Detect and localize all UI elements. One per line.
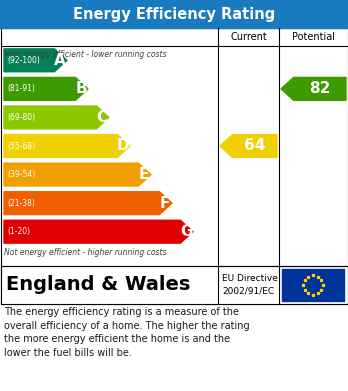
Text: Energy Efficiency Rating: Energy Efficiency Rating — [73, 7, 275, 22]
Text: C: C — [96, 110, 108, 125]
Text: Not energy efficient - higher running costs: Not energy efficient - higher running co… — [4, 248, 166, 257]
Text: 64: 64 — [244, 138, 266, 154]
Text: (81-91): (81-91) — [7, 84, 35, 93]
Text: (69-80): (69-80) — [7, 113, 35, 122]
Polygon shape — [4, 77, 88, 100]
Polygon shape — [4, 220, 193, 243]
Polygon shape — [281, 77, 346, 100]
Text: Very energy efficient - lower running costs: Very energy efficient - lower running co… — [4, 50, 166, 59]
Bar — [0, 266, 348, 304]
Polygon shape — [4, 106, 109, 129]
Text: The energy efficiency rating is a measure of the
overall efficiency of a home. T: The energy efficiency rating is a measur… — [4, 307, 250, 358]
Text: A: A — [54, 53, 66, 68]
Text: E: E — [139, 167, 149, 182]
Text: B: B — [75, 81, 87, 96]
Bar — [282, 269, 344, 301]
Text: (55-68): (55-68) — [7, 142, 35, 151]
Text: (1-20): (1-20) — [7, 227, 30, 236]
Text: Current: Current — [230, 32, 267, 42]
Polygon shape — [4, 163, 151, 186]
Text: G: G — [180, 224, 192, 239]
Text: (21-38): (21-38) — [7, 199, 35, 208]
Polygon shape — [4, 192, 172, 215]
Text: England & Wales: England & Wales — [6, 276, 190, 294]
Text: 82: 82 — [309, 81, 331, 96]
Text: Potential: Potential — [292, 32, 335, 42]
Polygon shape — [220, 135, 277, 158]
Bar — [0, 0, 348, 28]
Text: EU Directive
2002/91/EC: EU Directive 2002/91/EC — [222, 274, 278, 296]
Text: F: F — [160, 196, 170, 211]
Polygon shape — [4, 135, 130, 158]
Text: (92-100): (92-100) — [7, 56, 40, 65]
Bar — [0, 28, 348, 304]
Polygon shape — [4, 49, 67, 72]
Text: (39-54): (39-54) — [7, 170, 35, 179]
Text: D: D — [117, 138, 129, 154]
